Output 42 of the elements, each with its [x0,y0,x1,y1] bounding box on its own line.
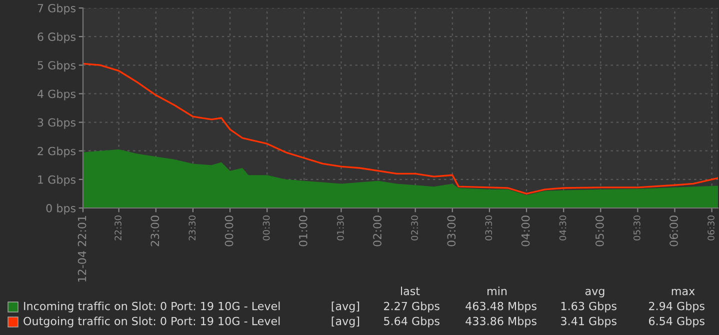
x-tick-label: 23:30 [188,216,196,240]
text: 1.63 Gbps [561,302,616,312]
y-tick-label: 2 Gbps [38,146,76,158]
x-tick-label: 02:00 [373,216,382,246]
text: [avg] [332,302,360,312]
y-tick-label: 0 bps [46,204,76,215]
text: 2.94 Gbps [649,302,704,312]
y-tick-label: 3 Gbps [38,118,76,129]
x-tick-label: 00:30 [262,216,270,240]
legend-label: Outgoing traffic on Slot: 0 Port: 19 10G - Level [24,316,280,328]
x-tick-label: 06:30 [708,216,714,240]
x-tick-label: 01:00 [298,216,308,246]
text: avg [585,288,604,298]
text: 6.54 Gbps [649,316,704,328]
x-tick-label: 22:30 [114,216,122,240]
x-tick-label: 12-04 22:01 [78,216,86,282]
x-tick-label: 05:30 [633,216,640,240]
text: last [401,286,420,296]
y-tick-label: 7 Gbps [38,4,76,15]
text: min [488,286,507,296]
x-tick-label: 02:30 [411,216,418,240]
text: 5.64 Gbps [384,316,440,328]
y-tick-label: 5 Gbps [38,60,76,72]
x-tick-label: 03:30 [485,216,492,240]
x-tick-label: 03:00 [447,216,456,246]
x-tick-label: 01:30 [336,216,344,240]
legend-label: Incoming traffic on Slot: 0 Port: 19 10G - Level [24,302,280,312]
y-tick-label: 4 Gbps [37,89,76,100]
text: 433.86 Mbps [466,316,536,328]
text: 3.41 Gbps [561,316,616,328]
text: max [672,288,695,296]
x-tick-label: 04:30 [559,216,566,240]
text: 2.27 Gbps [384,302,440,312]
text: [avg] [332,316,360,328]
x-tick-label: 00:00 [224,216,234,246]
y-tick-label: 6 Gbps [38,32,76,44]
x-tick-label: 05:00 [595,216,604,246]
y-tick-label: 1 Gbps [38,175,76,186]
x-tick-label: 23:00 [150,216,160,246]
x-tick-label: 06:00 [670,216,678,246]
x-tick-label: 04:00 [521,216,530,246]
text: 463.48 Mbps [466,302,536,312]
